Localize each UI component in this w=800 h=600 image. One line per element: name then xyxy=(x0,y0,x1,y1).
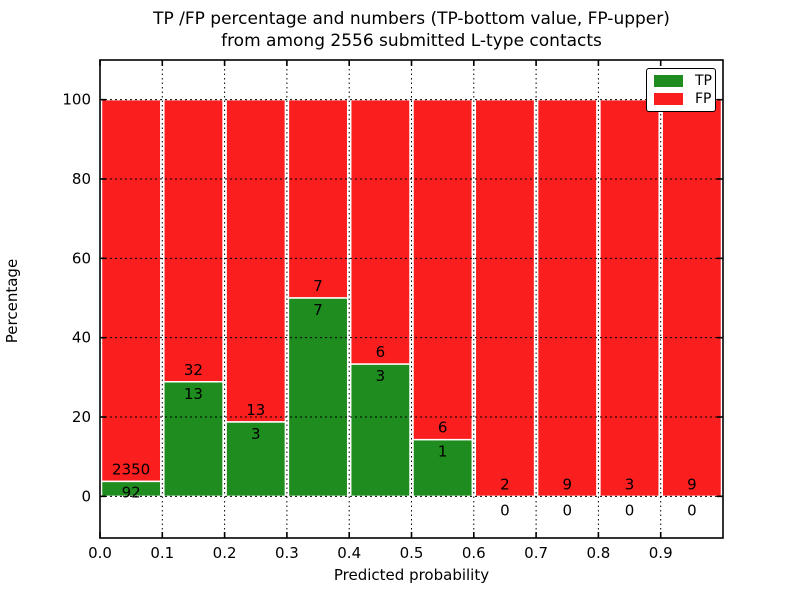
fp-bar-segment xyxy=(287,98,349,299)
x-tick-label: 0.0 xyxy=(88,544,112,562)
tp-bar-segment xyxy=(412,438,474,498)
fp-bar-segment xyxy=(536,98,598,498)
legend-label-fp: FP xyxy=(695,91,712,108)
tp-color-swatch xyxy=(654,74,683,87)
tp-count-label: 3 xyxy=(376,367,386,385)
tp-count-label: 0 xyxy=(687,501,697,519)
legend-label-tp: TP xyxy=(695,72,712,89)
fp-count-label: 3 xyxy=(625,475,635,493)
y-tick-label: 20 xyxy=(72,408,91,426)
tp-count-label: 13 xyxy=(184,385,203,403)
y-tick-label: 80 xyxy=(72,170,91,188)
tp-count-label: 0 xyxy=(500,501,510,519)
fp-count-label: 2 xyxy=(500,475,510,493)
fp-count-label: 6 xyxy=(438,419,448,437)
chart-title-line2: from among 2556 submitted L-type contact… xyxy=(221,31,602,51)
fp-bar-segment xyxy=(163,98,224,383)
x-tick-label: 0.8 xyxy=(586,544,610,562)
y-tick-label: 60 xyxy=(72,249,91,267)
tp-bar-segment xyxy=(163,381,224,498)
fp-count-label: 2350 xyxy=(112,460,150,478)
x-tick-label: 0.5 xyxy=(400,544,424,562)
tp-bar-segment xyxy=(225,421,287,498)
fp-count-label: 7 xyxy=(313,277,323,295)
y-tick-label: 0 xyxy=(81,487,91,505)
x-tick-label: 0.1 xyxy=(150,544,174,562)
legend-item-tp: TP xyxy=(654,74,715,88)
tp-bar-segment xyxy=(287,297,349,498)
fp-bar-segment xyxy=(100,98,162,483)
x-tick-label: 0.2 xyxy=(213,544,237,562)
y-tick-label: 100 xyxy=(62,91,91,109)
fp-count-label: 9 xyxy=(562,475,572,493)
tp-count-label: 0 xyxy=(562,501,572,519)
fp-count-label: 6 xyxy=(376,343,386,361)
fp-bar-segment xyxy=(349,98,411,365)
x-tick-label: 0.7 xyxy=(524,544,548,562)
fp-bar-segment xyxy=(661,98,723,498)
y-tick-label: 40 xyxy=(72,329,91,347)
tp-count-label: 92 xyxy=(122,483,141,501)
fp-bar-segment xyxy=(474,98,536,498)
legend-item-fp: FP xyxy=(654,92,715,106)
x-axis-label: Predicted probability xyxy=(333,566,490,584)
tp-count-label: 3 xyxy=(251,425,261,443)
chart-title-line1: TP /FP percentage and numbers (TP-bottom… xyxy=(153,9,670,29)
fp-count-label: 13 xyxy=(246,401,265,419)
x-tick-label: 0.3 xyxy=(275,544,299,562)
x-tick-label: 0.4 xyxy=(337,544,361,562)
legend: TP FP xyxy=(646,68,716,112)
fp-color-swatch xyxy=(654,93,683,106)
x-tick-label: 0.6 xyxy=(462,544,486,562)
fp-count-label: 9 xyxy=(687,475,697,493)
tp-count-label: 0 xyxy=(625,501,635,519)
tp-count-label: 1 xyxy=(438,443,448,461)
fp-count-label: 32 xyxy=(184,361,203,379)
x-tick-label: 0.9 xyxy=(649,544,673,562)
tp-count-label: 7 xyxy=(313,301,323,319)
fp-bar-segment xyxy=(599,98,660,498)
fp-bar-segment xyxy=(412,98,474,441)
fp-bar-segment xyxy=(225,98,287,423)
